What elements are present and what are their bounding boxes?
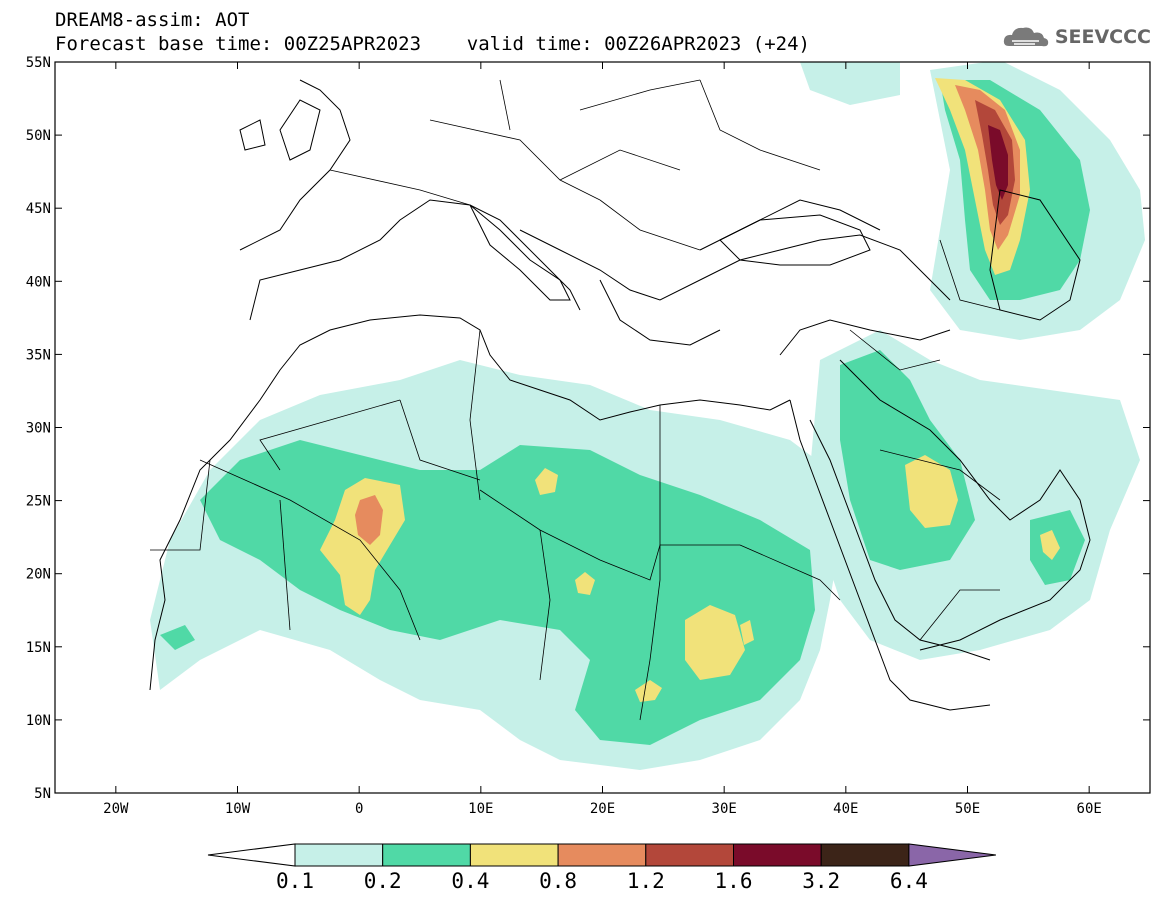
colorbar-box (557, 843, 647, 867)
lon-tick-label: 20E (590, 801, 615, 817)
colorbar-label: 6.4 (889, 869, 928, 893)
colorbar-label: 1.6 (714, 869, 753, 893)
seevccc-logo: SEEVCCC (1001, 22, 1151, 52)
colorbar-label: 3.2 (802, 869, 841, 893)
colorbar (207, 843, 996, 867)
colorbar-label: 0.8 (539, 869, 578, 893)
aot-field (150, 62, 1145, 770)
lon-tick-label: 10E (468, 801, 493, 817)
latitude-axis: 55N 50N 45N 40N 35N 30N 25N 20N 15N 10N 5N (26, 55, 1150, 802)
lat-tick-label: 5N (34, 786, 51, 802)
country-borders (150, 79, 1001, 721)
lon-tick-label: 20W (103, 801, 129, 817)
lat-tick-label: 45N (26, 201, 51, 217)
lat-tick-label: 20N (26, 567, 51, 583)
colorbar-box (382, 843, 471, 867)
colorbar-label: 0.1 (276, 869, 314, 893)
lat-tick-label: 25N (26, 494, 51, 510)
logo-text: SEEVCCC (1054, 26, 1151, 48)
cloud-logo-icon (1003, 27, 1048, 47)
lat-tick-label: 10N (26, 713, 51, 729)
lat-tick-label: 55N (26, 55, 51, 71)
lat-tick-label: 50N (26, 128, 51, 144)
longitude-axis: 20W 10W 0 10E 20E 30E 40E 50E 60E (103, 62, 1102, 817)
forecast-time-line: Forecast base time: 00Z25APR2023 valid t… (55, 33, 810, 55)
lat-tick-label: 15N (26, 640, 51, 656)
lon-tick-label: 40E (833, 801, 858, 817)
map-title: DREAM8-assim: AOT (55, 9, 250, 31)
colorbar-under-arrow (207, 843, 296, 867)
lon-tick-label: 10W (225, 801, 251, 817)
colorbar-box (820, 843, 910, 867)
lat-tick-label: 30N (26, 421, 51, 437)
colorbar-box (294, 843, 384, 867)
coastlines (149, 79, 1091, 711)
colorbar-label: 1.2 (626, 869, 665, 893)
colorbar-box (469, 843, 559, 867)
lat-tick-label: 35N (26, 347, 51, 363)
colorbar-over-arrow (908, 843, 996, 867)
colorbar-box (645, 843, 734, 867)
lon-tick-label: 30E (712, 801, 737, 817)
lon-tick-label: 60E (1077, 801, 1102, 817)
lon-tick-label: 0 (355, 801, 363, 817)
colorbar-label: 0.4 (451, 869, 490, 893)
lat-tick-label: 40N (26, 274, 51, 290)
lon-tick-label: 50E (955, 801, 980, 817)
colorbar-label: 0.2 (363, 869, 402, 893)
aot-level-1-6 (988, 125, 1008, 200)
colorbar-box (733, 843, 822, 867)
